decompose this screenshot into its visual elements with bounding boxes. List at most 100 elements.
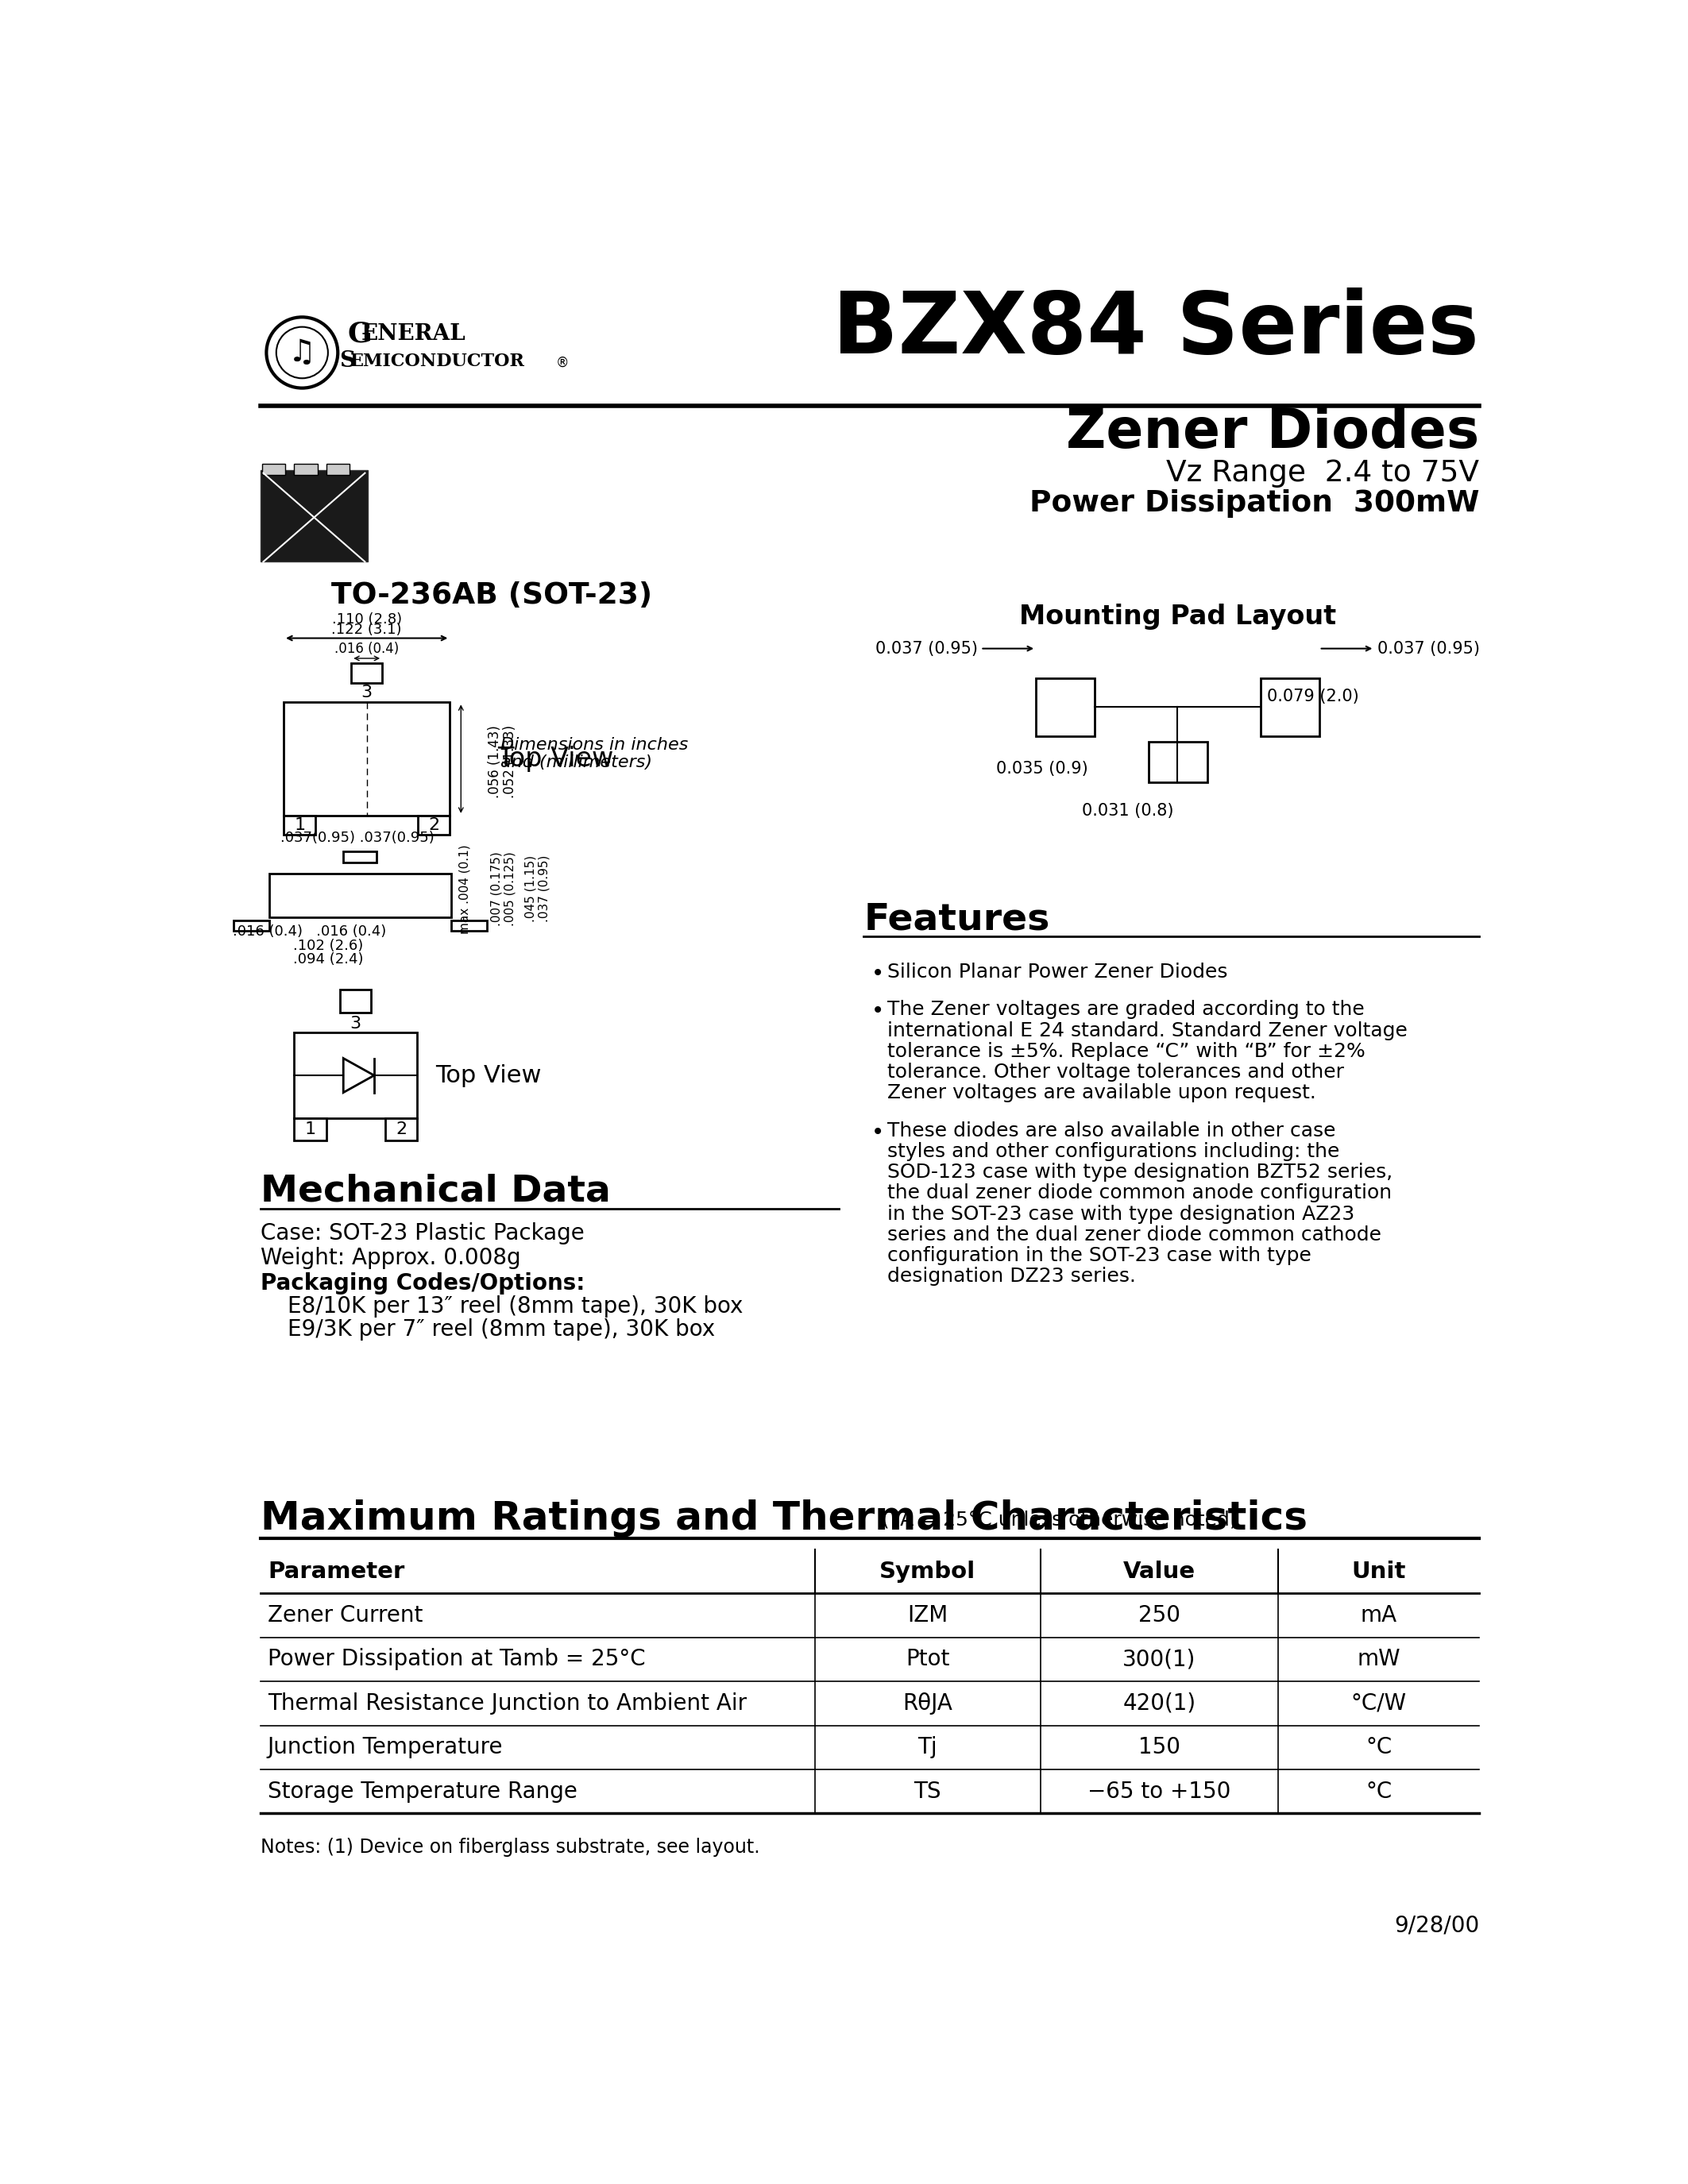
Text: 0.031 (0.8): 0.031 (0.8) (1082, 804, 1173, 819)
Bar (294, 463, 317, 474)
Text: configuration in the SOT-23 case with type: configuration in the SOT-23 case with ty… (886, 1247, 1312, 1265)
Bar (351, 664, 381, 684)
Text: .110 (2.8): .110 (2.8) (333, 614, 402, 627)
Text: ♫: ♫ (289, 339, 316, 367)
Text: These diodes are also available in other case: These diodes are also available in other… (886, 1120, 1335, 1140)
Text: (TA = 25°C unless otherwise noted): (TA = 25°C unless otherwise noted) (883, 1511, 1237, 1529)
Bar (233, 919, 270, 930)
Text: Maximum Ratings and Thermal Characteristics: Maximum Ratings and Thermal Characterist… (260, 1500, 1307, 1538)
Bar (1148, 743, 1207, 782)
Bar (294, 1033, 417, 1118)
Text: E9/3K per 7″ reel (8mm tape), 30K box: E9/3K per 7″ reel (8mm tape), 30K box (289, 1319, 716, 1341)
Text: .037(0.95) .037(0.95): .037(0.95) .037(0.95) (280, 830, 434, 845)
Text: .016 (0.4): .016 (0.4) (334, 642, 398, 655)
Text: Weight: Approx. 0.008g: Weight: Approx. 0.008g (260, 1247, 520, 1269)
Text: Mounting Pad Layout: Mounting Pad Layout (1020, 603, 1337, 629)
Text: tolerance is ±5%. Replace “C” with “B” for ±2%: tolerance is ±5%. Replace “C” with “B” f… (886, 1042, 1366, 1061)
Text: in the SOT-23 case with type designation AZ23: in the SOT-23 case with type designation… (886, 1203, 1354, 1223)
Text: 150: 150 (1138, 1736, 1180, 1758)
Bar (1036, 677, 1094, 736)
Text: Packaging Codes/Options:: Packaging Codes/Options: (260, 1273, 584, 1295)
Text: 1: 1 (304, 1120, 316, 1138)
Text: max .004 (0.1): max .004 (0.1) (459, 845, 471, 933)
Text: TS: TS (913, 1780, 942, 1802)
Text: .007 (0.175): .007 (0.175) (491, 852, 503, 926)
Text: °C: °C (1366, 1780, 1393, 1802)
Text: .005 (0.125): .005 (0.125) (505, 852, 517, 926)
Text: Zener Current: Zener Current (268, 1605, 422, 1627)
Text: series and the dual zener diode common cathode: series and the dual zener diode common c… (886, 1225, 1381, 1245)
Text: 2: 2 (395, 1120, 407, 1138)
Text: ENERAL: ENERAL (361, 323, 466, 345)
Text: The Zener voltages are graded according to the: The Zener voltages are graded according … (886, 1000, 1364, 1020)
Text: Top View: Top View (436, 1064, 542, 1088)
Text: Storage Temperature Range: Storage Temperature Range (268, 1780, 577, 1802)
Bar (341, 989, 371, 1013)
Text: Parameter: Parameter (268, 1559, 405, 1583)
Text: Vz Range  2.4 to 75V: Vz Range 2.4 to 75V (1166, 459, 1479, 487)
Bar (284, 703, 451, 815)
Text: Unit: Unit (1352, 1559, 1406, 1583)
Bar (284, 815, 316, 834)
Text: styles and other configurations including: the: styles and other configurations includin… (886, 1142, 1339, 1162)
Text: mW: mW (1357, 1649, 1401, 1671)
Text: .102 (2.6): .102 (2.6) (294, 939, 363, 952)
Text: Notes: (1) Device on fiberglass substrate, see layout.: Notes: (1) Device on fiberglass substrat… (260, 1837, 760, 1856)
Bar (451, 919, 486, 930)
Text: designation DZ23 series.: designation DZ23 series. (886, 1267, 1136, 1286)
Text: •: • (871, 1000, 885, 1022)
Text: .094 (2.4): .094 (2.4) (292, 952, 363, 965)
Text: and (millimeters): and (millimeters) (500, 753, 652, 771)
Text: •: • (871, 1120, 885, 1144)
Text: Zener voltages are available upon request.: Zener voltages are available upon reques… (886, 1083, 1317, 1103)
Text: mA: mA (1361, 1605, 1398, 1627)
Text: .037 (0.95): .037 (0.95) (538, 856, 550, 922)
Text: .056 (1.43): .056 (1.43) (488, 725, 501, 797)
Text: Case: SOT-23 Plastic Package: Case: SOT-23 Plastic Package (260, 1223, 584, 1245)
Text: 0.037 (0.95): 0.037 (0.95) (1377, 640, 1480, 657)
Text: Value: Value (1123, 1559, 1195, 1583)
Text: Features: Features (864, 902, 1050, 937)
Text: .016 (0.4)   .016 (0.4): .016 (0.4) .016 (0.4) (233, 924, 387, 939)
Text: Symbol: Symbol (879, 1559, 976, 1583)
Text: Thermal Resistance Junction to Ambient Air: Thermal Resistance Junction to Ambient A… (268, 1693, 746, 1714)
Text: the dual zener diode common anode configuration: the dual zener diode common anode config… (886, 1184, 1391, 1203)
Text: 0.035 (0.9): 0.035 (0.9) (996, 760, 1087, 775)
Text: RθJA: RθJA (903, 1693, 952, 1714)
Text: 300(1): 300(1) (1123, 1649, 1195, 1671)
Bar (270, 874, 451, 917)
Text: IZM: IZM (906, 1605, 949, 1627)
Text: Junction Temperature: Junction Temperature (268, 1736, 503, 1758)
Text: Dimensions in inches: Dimensions in inches (500, 738, 689, 753)
Text: BZX84 Series: BZX84 Series (832, 288, 1479, 371)
Text: °C/W: °C/W (1350, 1693, 1406, 1714)
Text: Top View: Top View (498, 745, 613, 771)
Bar (385, 1118, 417, 1140)
Text: Silicon Planar Power Zener Diodes: Silicon Planar Power Zener Diodes (886, 963, 1227, 981)
Text: TO-236AB (SOT-23): TO-236AB (SOT-23) (331, 581, 652, 609)
Text: .045 (1.15): .045 (1.15) (525, 856, 537, 922)
Text: international E 24 standard. Standard Zener voltage: international E 24 standard. Standard Ze… (886, 1020, 1408, 1040)
Text: Zener Diodes: Zener Diodes (1065, 406, 1479, 459)
Text: SOD-123 case with type designation BZT52 series,: SOD-123 case with type designation BZT52… (886, 1162, 1393, 1182)
Bar (262, 463, 285, 474)
Text: S: S (339, 349, 354, 371)
Text: Power Dissipation at Tamb = 25°C: Power Dissipation at Tamb = 25°C (268, 1649, 645, 1671)
Bar (294, 1118, 326, 1140)
Bar (1261, 677, 1318, 736)
Text: 1: 1 (294, 817, 306, 834)
Text: Power Dissipation  300mW: Power Dissipation 300mW (1030, 489, 1479, 518)
Text: Tj: Tj (918, 1736, 937, 1758)
Text: 0.037 (0.95): 0.037 (0.95) (874, 640, 977, 657)
Text: .122 (3.1): .122 (3.1) (331, 622, 402, 638)
Text: tolerance. Other voltage tolerances and other: tolerance. Other voltage tolerances and … (886, 1064, 1344, 1081)
Bar (419, 815, 451, 834)
Text: 9/28/00: 9/28/00 (1394, 1915, 1479, 1937)
Text: E8/10K per 13″ reel (8mm tape), 30K box: E8/10K per 13″ reel (8mm tape), 30K box (289, 1295, 743, 1317)
Text: 3: 3 (361, 684, 373, 701)
Bar (343, 852, 376, 863)
Text: 2: 2 (429, 817, 439, 834)
Text: Ptot: Ptot (906, 1649, 950, 1671)
Text: ®: ® (555, 356, 569, 369)
Text: 0.079 (2.0): 0.079 (2.0) (1266, 688, 1359, 703)
